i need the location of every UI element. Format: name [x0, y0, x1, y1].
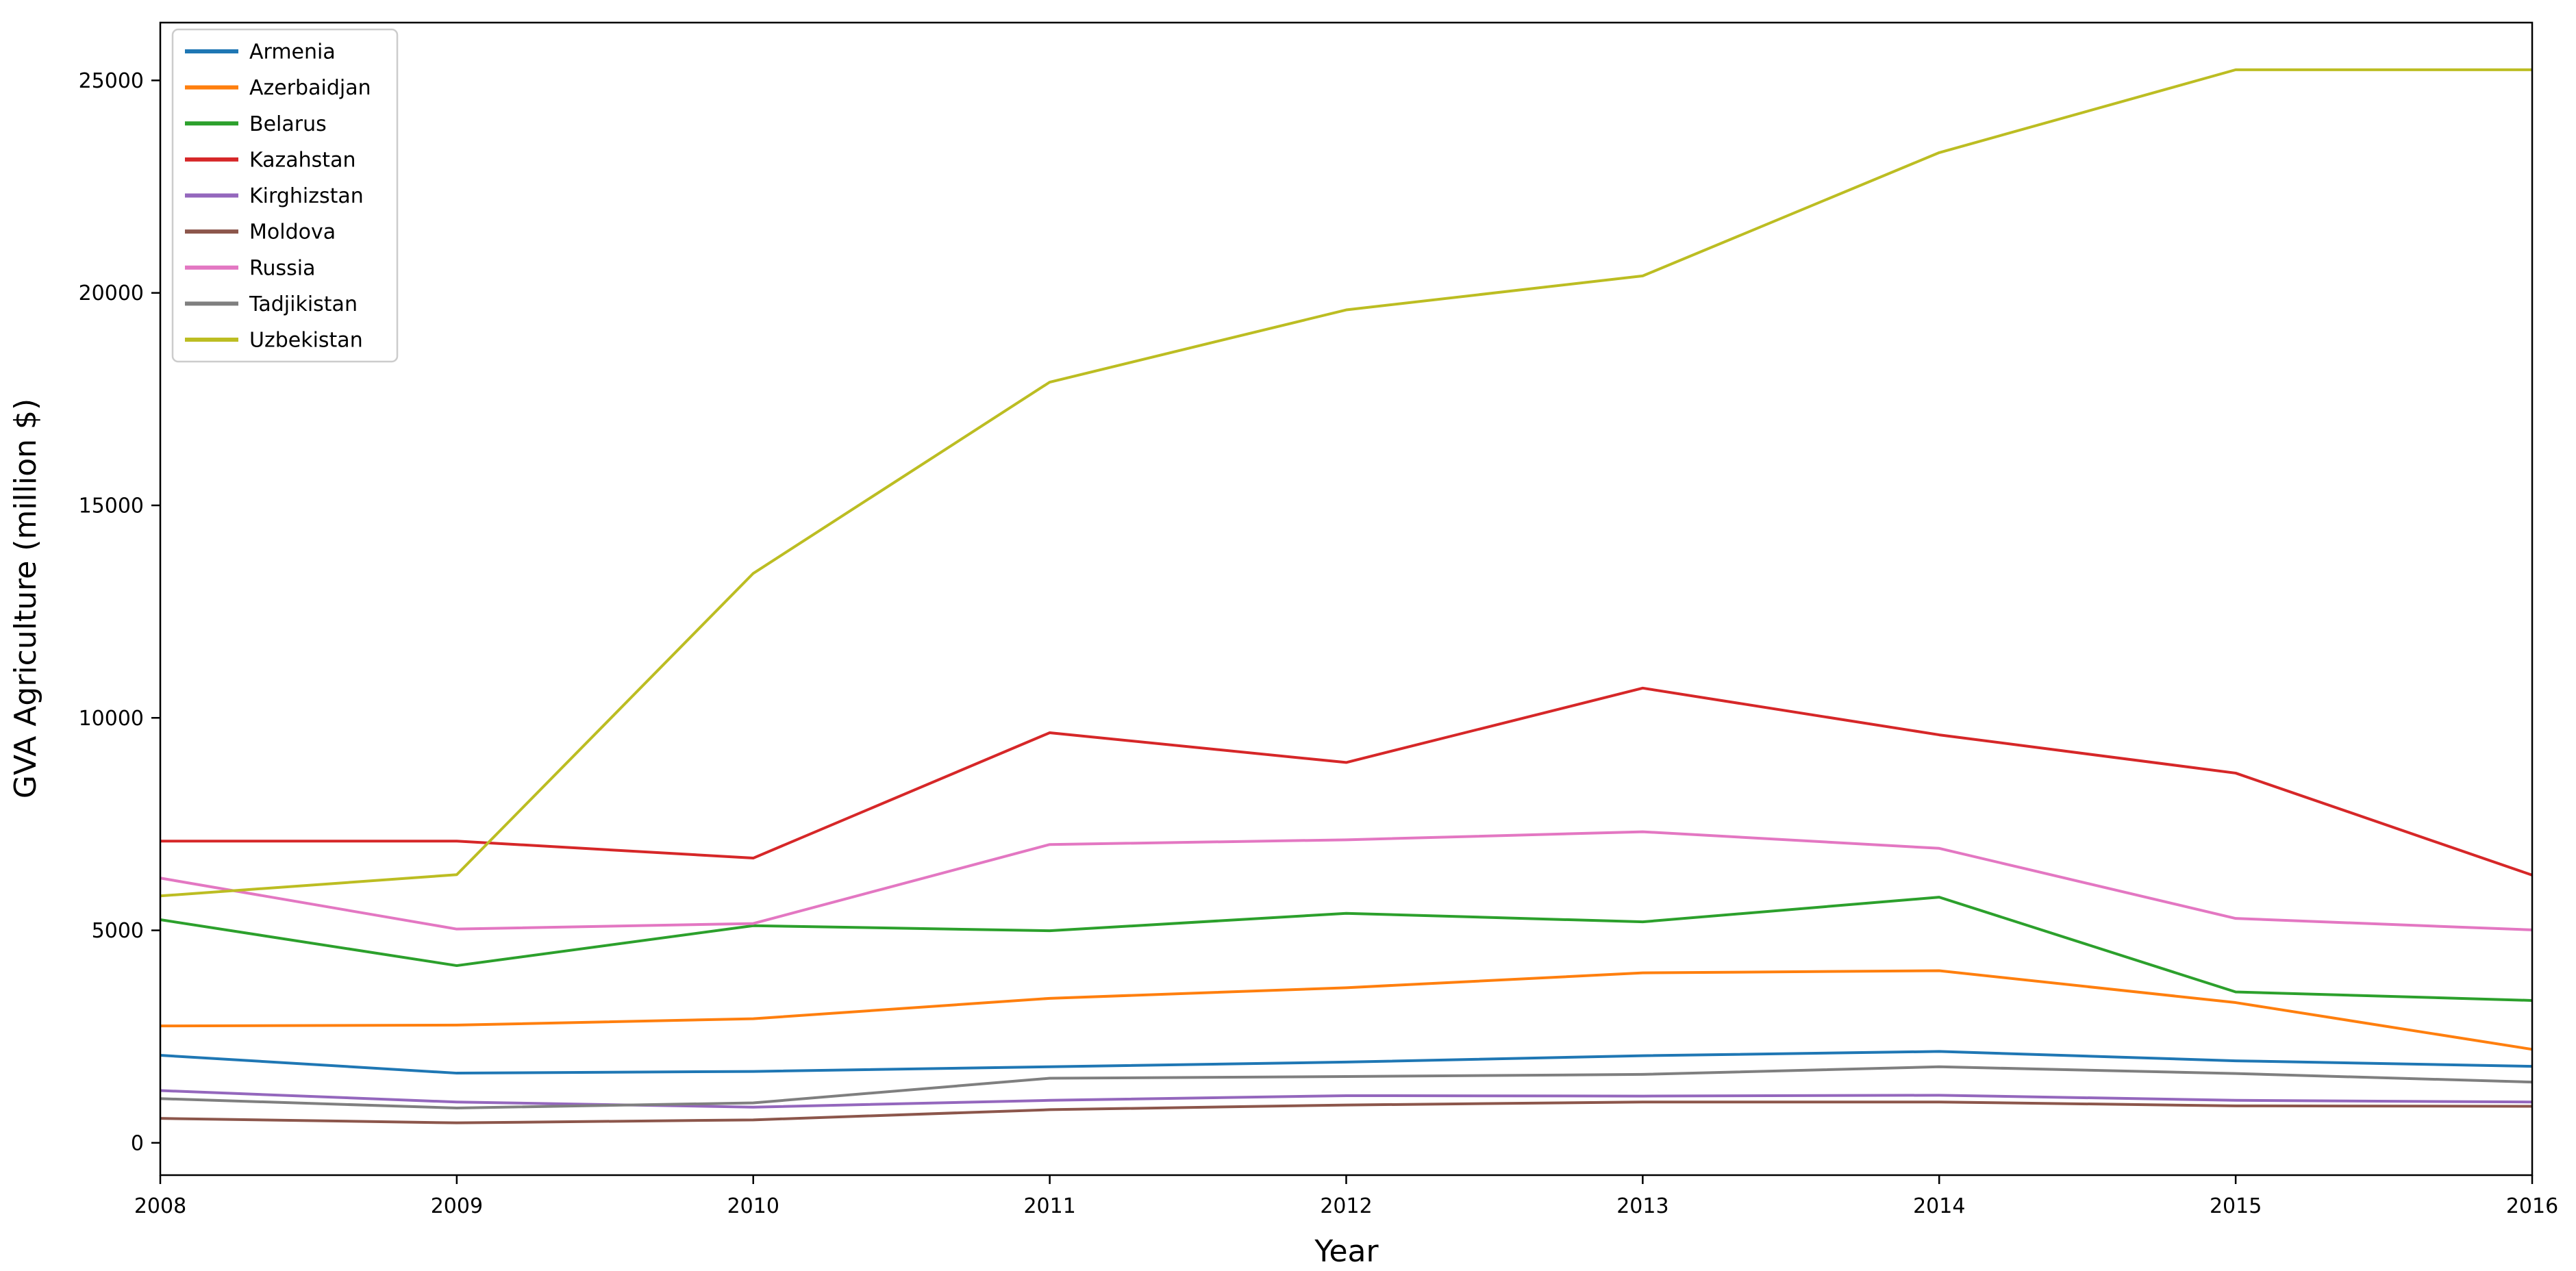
legend-label-moldova: Moldova: [249, 221, 336, 244]
y-tick-label: 25000: [79, 69, 144, 93]
y-axis-label: GVA Agriculture (million $): [8, 399, 43, 798]
series-line-russia: [160, 830, 2533, 931]
series-line-tadjikistan: [160, 1065, 2533, 1109]
x-tick-label: 2015: [2210, 1194, 2262, 1218]
legend-label-uzbekistan: Uzbekistan: [249, 329, 363, 353]
x-tick-label: 2013: [1616, 1194, 1668, 1218]
x-axis-label: Year: [1314, 1234, 1379, 1269]
series-line-armenia: [160, 1050, 2533, 1075]
y-tick-label: 10000: [79, 707, 144, 731]
legend-label-belarus: Belarus: [249, 112, 327, 136]
legend-label-kirghizstan: Kirghizstan: [249, 184, 364, 208]
legend-label-russia: Russia: [249, 256, 316, 280]
x-tick-label: 2008: [134, 1194, 186, 1218]
legend-label-tadjikistan: Tadjikistan: [249, 292, 358, 316]
legend-box: [171, 28, 399, 363]
legend: Armenia Azerbaidjan Belarus Kazahstan Kirghi…: [171, 28, 399, 363]
series-line-kazahstan: [160, 686, 2533, 877]
x-tick-label: 2012: [1320, 1194, 1372, 1218]
legend-label-kazahstan: Kazahstan: [249, 148, 355, 172]
x-tick-label: 2016: [2506, 1194, 2558, 1218]
legend-label-azerbaidjan: Azerbaidjan: [249, 76, 371, 100]
plot-area: [160, 68, 2533, 1124]
x-tick-label: 2014: [1913, 1194, 1965, 1218]
y-tick-label: 15000: [79, 494, 144, 518]
legend-label-armenia: Armenia: [249, 40, 336, 64]
y-tick-label: 20000: [79, 281, 144, 305]
x-tick-label: 2009: [431, 1194, 483, 1218]
y-tick-label: 0: [131, 1131, 144, 1155]
x-tick-label: 2011: [1023, 1194, 1075, 1218]
axes: 0 5000 10000 15000 20000 25000 2008 2009 2010 201…: [79, 21, 2558, 1218]
axes-spines: [159, 21, 2534, 1176]
y-tick-label: 5000: [92, 919, 144, 943]
series-line-belarus: [160, 896, 2533, 1002]
series-line-uzbekistan: [160, 68, 2532, 898]
series-line-moldova: [160, 1100, 2533, 1124]
series-line-kirghizstan: [160, 1089, 2533, 1109]
x-tick-label: 2010: [727, 1194, 779, 1218]
series-line-azerbaidjan: [160, 969, 2533, 1051]
